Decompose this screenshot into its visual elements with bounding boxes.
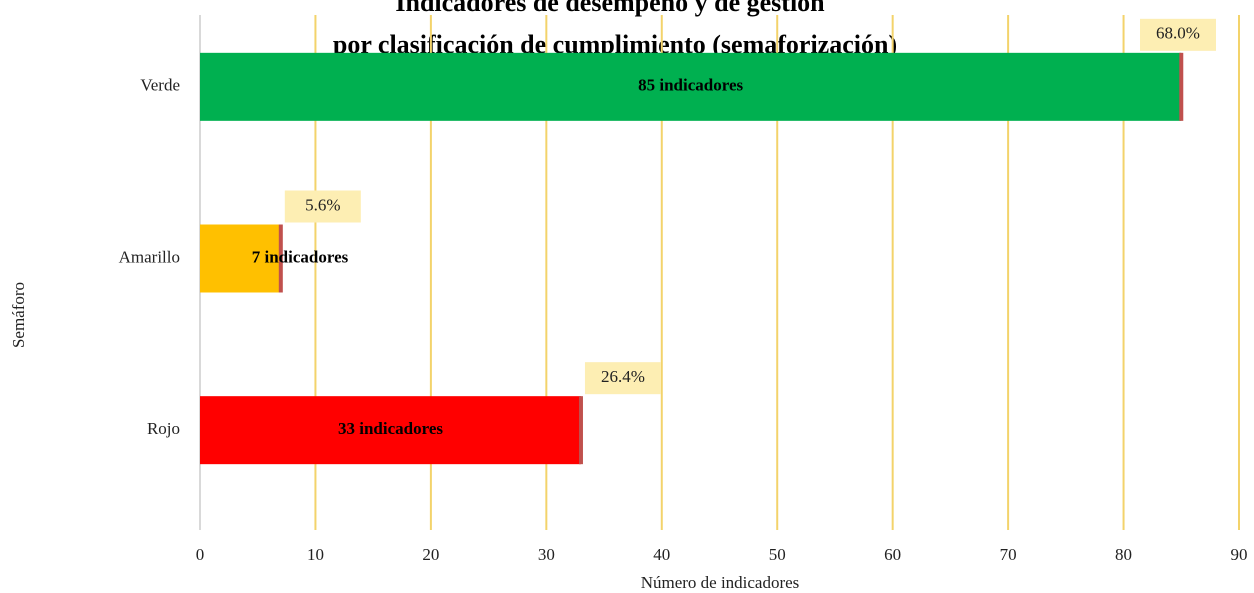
y-tick-label: Rojo	[147, 419, 180, 438]
share-label-box	[584, 362, 661, 395]
y-tick-label: Amarillo	[119, 247, 180, 266]
share-label: 26.4%	[601, 367, 645, 386]
x-tick-label: 40	[653, 545, 670, 564]
x-tick-label: 90	[1231, 545, 1248, 564]
bar-edge	[578, 396, 583, 465]
bar	[200, 52, 1182, 121]
x-tick-label: 0	[196, 545, 205, 564]
y-axis-label: Semáforo	[9, 282, 28, 348]
value-label: 85 indicadores	[638, 76, 743, 95]
x-tick-label: 60	[884, 545, 901, 564]
x-tick-label: 10	[307, 545, 324, 564]
x-tick-label: 50	[769, 545, 786, 564]
value-label: 33 indicadores	[338, 419, 443, 438]
share-label: 68.0%	[1156, 24, 1200, 43]
value-label: 7 indicadores	[252, 247, 349, 266]
bar-edge	[278, 224, 283, 293]
x-axis-label: Número de indicadores	[641, 573, 800, 592]
x-tick-label: 80	[1115, 545, 1132, 564]
chart-title: Indicadores de desempeño y de gestión	[395, 0, 825, 17]
x-tick-label: 30	[538, 545, 555, 564]
x-tick-label: 70	[1000, 545, 1017, 564]
share-label-box	[284, 190, 361, 223]
y-tick-label: Verde	[140, 76, 180, 95]
share-label-box	[1140, 18, 1216, 51]
x-tick-label: 20	[422, 545, 439, 564]
share-label: 5.6%	[305, 195, 340, 214]
bar-edge	[1179, 52, 1184, 121]
bar	[200, 396, 581, 465]
bar	[200, 224, 281, 293]
